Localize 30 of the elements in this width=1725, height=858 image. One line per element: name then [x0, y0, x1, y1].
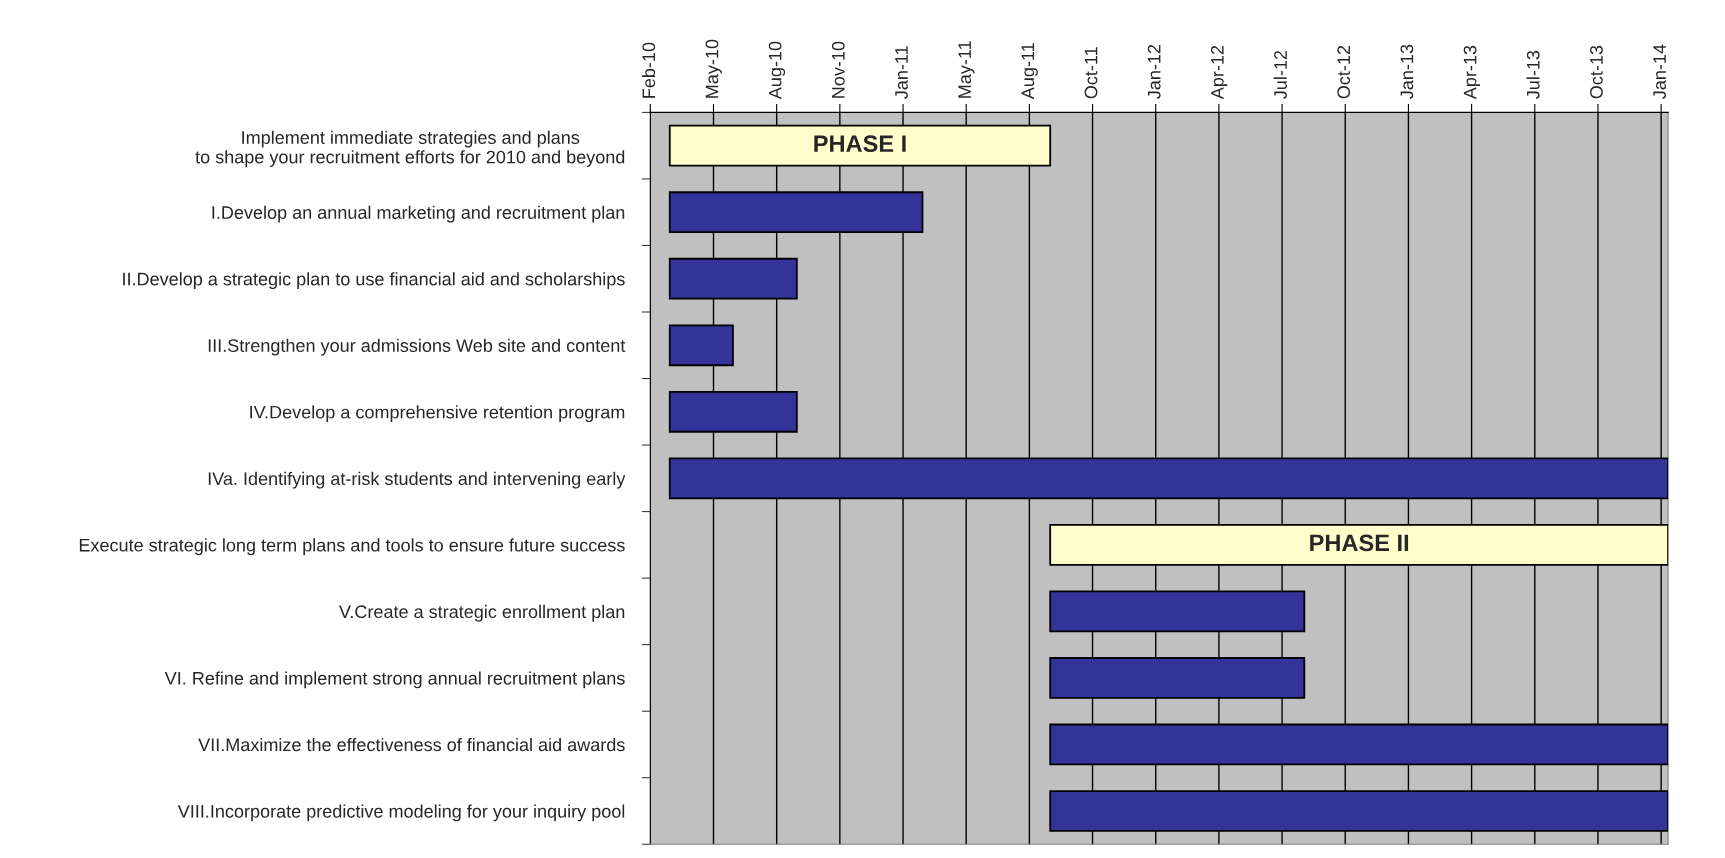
- x-tick-label: Oct-13: [1590, 45, 1603, 99]
- y-tick-label: VI. Refine and implement strong annual recruitment plans: [164, 671, 625, 689]
- y-tick-label: I.Develop an annual marketing and recruitment plan: [212, 205, 625, 223]
- y-tick-label: II.Develop a strategic plan to use financial aid and scholarships: [123, 272, 625, 290]
- y-tick-label: Implement immediate strategies and plans to shape your recruitment efforts for 2010 and beyond: [195, 130, 625, 167]
- x-tick-label: Apr-13: [1463, 45, 1481, 100]
- x-tick-label: Jan-11: [895, 46, 908, 99]
- y-tick-label: V.Create a strategic enrollment plan: [339, 604, 625, 622]
- data-label: PHASE II: [1310, 534, 1409, 552]
- x-tick-label: Oct-11: [1084, 47, 1098, 99]
- x-tick-label: May-11: [958, 41, 975, 98]
- y-tick-label: Execute strategic long term plans and tools to ensure future success: [79, 538, 625, 556]
- x-tick-label: Jul-12: [1273, 50, 1287, 99]
- x-tick-label: Jan-14: [1653, 44, 1666, 99]
- x-tick-label: Apr-12: [1210, 45, 1228, 100]
- x-tick-label: Nov-10: [831, 41, 845, 98]
- y-tick-label: III.Strengthen your admissions Web site and content: [208, 338, 626, 356]
- data-label: PHASE I: [814, 135, 906, 152]
- x-tick-label: May-10: [705, 39, 722, 98]
- y-tick-label: IV.Develop a comprehensive retention program: [250, 405, 625, 423]
- x-tick-label: Jan-13: [1400, 44, 1414, 99]
- x-tick-label: Feb-10: [641, 42, 656, 98]
- x-tick-label: Jan-12: [1147, 44, 1161, 99]
- y-tick-label: VIII.Incorporate predictive modeling for your inquiry pool: [177, 804, 625, 822]
- y-tick-label: VII.Maximize the effectiveness of financial aid awards: [198, 737, 625, 752]
- y-tick-label: IVa. Identifying at-risk students and intervening early: [208, 471, 626, 489]
- x-tick-label: Aug-10: [768, 41, 786, 100]
- x-tick-label: Oct-12: [1337, 45, 1351, 99]
- x-tick-label: Jul-13: [1526, 50, 1540, 99]
- x-tick-label: Aug-11: [1021, 43, 1038, 100]
